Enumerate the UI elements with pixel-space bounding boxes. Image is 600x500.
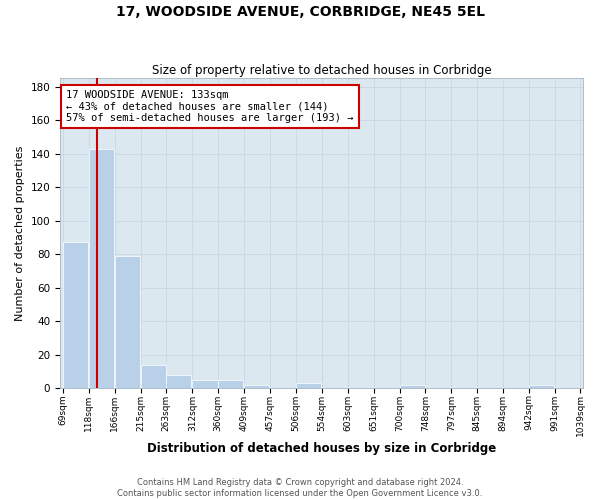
Bar	[529, 384, 554, 388]
Bar	[244, 384, 269, 388]
Text: 17, WOODSIDE AVENUE, CORBRIDGE, NE45 5EL: 17, WOODSIDE AVENUE, CORBRIDGE, NE45 5EL	[115, 5, 485, 19]
Title: Size of property relative to detached houses in Corbridge: Size of property relative to detached ho…	[152, 64, 491, 77]
Bar	[89, 148, 114, 388]
Text: Contains HM Land Registry data © Crown copyright and database right 2024.
Contai: Contains HM Land Registry data © Crown c…	[118, 478, 482, 498]
Y-axis label: Number of detached properties: Number of detached properties	[15, 146, 25, 321]
X-axis label: Distribution of detached houses by size in Corbridge: Distribution of detached houses by size …	[147, 442, 496, 455]
Bar	[166, 374, 191, 388]
Bar	[218, 380, 243, 388]
Bar	[115, 256, 140, 388]
Bar	[296, 383, 321, 388]
Bar	[140, 364, 166, 388]
Text: 17 WOODSIDE AVENUE: 133sqm
← 43% of detached houses are smaller (144)
57% of sem: 17 WOODSIDE AVENUE: 133sqm ← 43% of deta…	[67, 90, 354, 123]
Bar	[193, 380, 218, 388]
Bar	[400, 384, 425, 388]
Bar	[62, 242, 88, 388]
